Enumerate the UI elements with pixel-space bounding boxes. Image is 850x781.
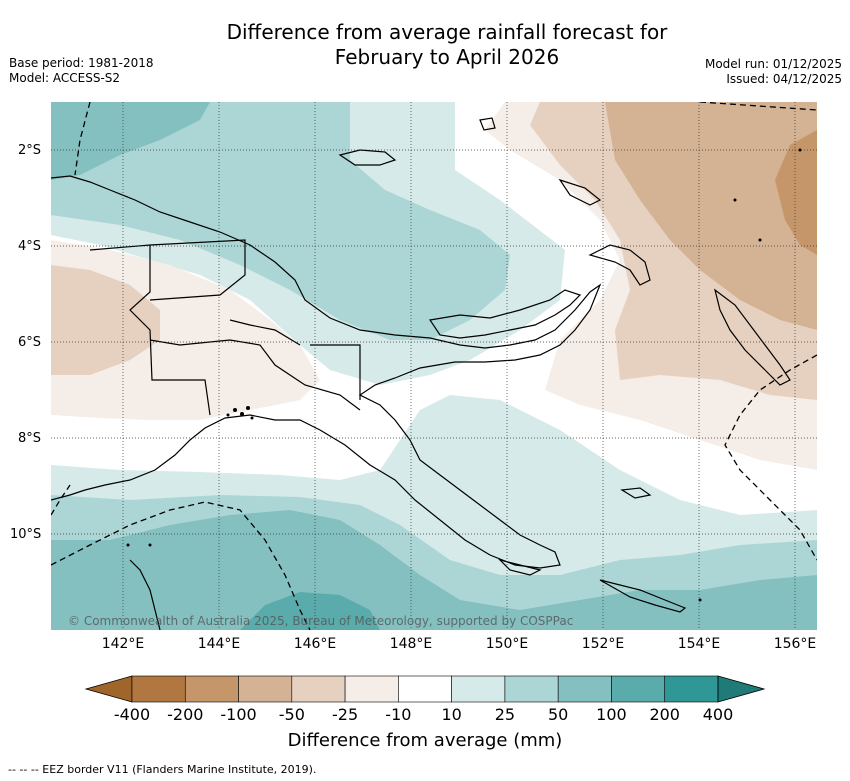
- eez-footnote: -- -- -- EEZ border V11 (Flanders Marine…: [8, 763, 317, 776]
- colorbar-tick-label: -100: [220, 705, 257, 724]
- colorbar-segment: [291, 675, 346, 703]
- contour-10-25-patch: [350, 102, 455, 190]
- colorbar-segment: [664, 675, 719, 703]
- lon-label: 150°E: [485, 636, 529, 652]
- lon-label: 146°E: [293, 636, 337, 652]
- model-run: Model run: 01/12/2025: [704, 57, 842, 71]
- colorbar-segment: [131, 675, 186, 703]
- lon-label: 154°E: [677, 636, 721, 652]
- contour-neg50-neg100-east: [605, 102, 817, 330]
- colorbar-segment: [451, 675, 506, 703]
- model-name: Model: ACCESS-S2: [9, 71, 121, 85]
- graticule: [51, 102, 817, 630]
- colorbar-segment: [398, 675, 452, 703]
- colorbar-segment: [238, 675, 293, 703]
- colorbar-segment: [344, 675, 399, 703]
- title-line-1: Difference from average rainfall forecas…: [226, 20, 668, 44]
- lon-label: 148°E: [389, 636, 433, 652]
- contour-neg100-neg200-east: [775, 130, 817, 255]
- colorbar-tick-label: 25: [494, 705, 516, 724]
- eez-border: [51, 102, 817, 630]
- lat-label: 8°S: [18, 431, 42, 446]
- issued-date: Issued: 04/12/2025: [726, 72, 842, 86]
- colorbar-tick-label: 200: [649, 705, 680, 724]
- contour-50-100-south: [51, 510, 817, 630]
- colorbar-tick-label: -400: [113, 705, 151, 724]
- colorbar-tick-label: -50: [278, 705, 305, 724]
- title-line-2: February to April 2026: [334, 45, 560, 69]
- lon-label: 156°E: [773, 636, 817, 652]
- contour-25-50-north: [51, 102, 510, 340]
- colorbar-tick-label: 100: [596, 705, 627, 724]
- map-title: Difference from average rainfall forecas…: [120, 20, 774, 70]
- colorbar-tick-label: -200: [167, 705, 204, 724]
- colorbar-tick-label: -25: [332, 705, 359, 724]
- colorbar-tick-label: 50: [547, 705, 569, 724]
- reef-islands: [126, 148, 802, 602]
- copyright-notice: © Commonwealth of Australia 2025, Bureau…: [68, 614, 574, 628]
- colorbar-segment: [504, 675, 559, 703]
- base-period: Base period: 1981-2018: [9, 56, 154, 70]
- lat-label: 10°S: [10, 527, 42, 542]
- colorbar-tick-label: 400: [702, 705, 734, 724]
- lat-label: 6°S: [18, 335, 42, 350]
- contour-neg25-neg50-west: [51, 265, 160, 375]
- colorbar-tick-label: 10: [441, 705, 462, 724]
- contour-50-100-north: [51, 102, 210, 180]
- colorbar-title: Difference from average (mm): [287, 730, 563, 751]
- colorbar-segment: [557, 675, 612, 703]
- meta-left: Base period: 1981-2018 Model: ACCESS-S2: [9, 56, 154, 86]
- colorbar-arrow-low: [84, 675, 133, 703]
- lat-label: 4°S: [18, 239, 42, 254]
- colorbar-arrow-high: [717, 675, 766, 703]
- lon-label: 144°E: [197, 636, 241, 652]
- contour-100-200-south: [240, 592, 380, 630]
- colorbar: [84, 675, 766, 703]
- colorbar-segment: [611, 675, 666, 703]
- colorbar-segment: [184, 675, 239, 703]
- meta-right: Model run: 01/12/2025 Issued: 04/12/2025: [705, 57, 842, 87]
- lat-label: 2°S: [18, 143, 42, 158]
- lon-label: 142°E: [101, 636, 145, 652]
- coastline: [51, 117, 791, 630]
- lon-label: 152°E: [581, 636, 625, 652]
- colorbar-tick-label: -10: [385, 705, 412, 724]
